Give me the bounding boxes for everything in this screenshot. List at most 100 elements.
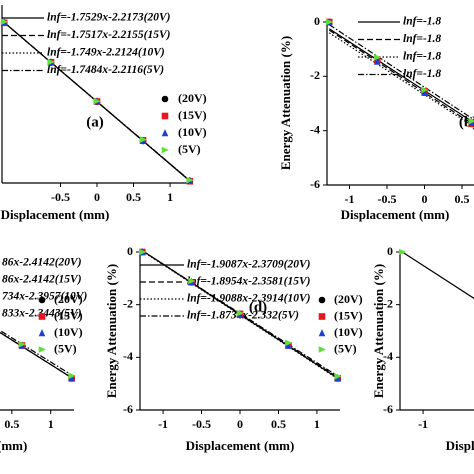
- data-point: [373, 54, 382, 61]
- y-tick-label: -4: [310, 122, 320, 136]
- x-axis-label: Displacement (mm): [446, 438, 474, 453]
- x-tick-label: -1: [418, 417, 428, 431]
- legend-marker: [318, 329, 326, 337]
- legend-label: 86x-2.4142(20V): [2, 257, 82, 269]
- legend-label: (5V): [334, 341, 357, 355]
- data-point: [421, 88, 428, 96]
- y-axis-label: Energy Attenuation (%): [104, 264, 119, 398]
- y-tick-label: -4: [383, 349, 393, 363]
- panel: -1 -0.5 0 0.5 0 -2 -4 -6 Displacement (mm) Energy…: [278, 14, 474, 222]
- data-point: [139, 136, 147, 143]
- y-tick-label: -4: [123, 349, 133, 363]
- fit-line: [328, 24, 474, 121]
- x-tick-label: 0.5: [271, 417, 286, 431]
- legend-label: (20V): [54, 292, 83, 306]
- data-point: [0, 18, 9, 26]
- y-tick-label: -6: [123, 402, 133, 416]
- x-tick-label: -0.5: [192, 417, 211, 431]
- data-point: [334, 372, 342, 380]
- legend-label: (20V): [178, 91, 207, 105]
- fit-line: [3, 22, 191, 182]
- y-tick-label: -6: [310, 177, 320, 191]
- legend-marker: [38, 296, 46, 304]
- y-tick-label: 0: [127, 244, 133, 258]
- y-tick-label: -2: [310, 68, 320, 82]
- panel: -1 0 -2 -4 -6 Displacement (mm) Energy Attenua…: [371, 244, 474, 453]
- panel: 0.5 1 Displacement (mm) 86x-2.4142(20V) 86x-…: [0, 257, 87, 453]
- legend-label: (15V): [334, 308, 363, 322]
- legend-label: lnf=-1.8: [403, 16, 441, 28]
- fit-line: [401, 251, 474, 300]
- data-point: [188, 277, 196, 285]
- legend-label: (5V): [54, 341, 77, 355]
- data-point: [186, 176, 194, 184]
- x-axis-label: Displacement (mm): [341, 207, 450, 222]
- data-point: [93, 97, 101, 105]
- fit-line: [328, 32, 474, 128]
- legend-marker: [318, 296, 326, 304]
- panel: -0.5 0 0.5 1 Displacement (mm) (a) lnf=-1.7529…: [1, 5, 207, 222]
- x-axis-label: Displacement (mm): [186, 438, 295, 453]
- data-point: [285, 341, 292, 349]
- legend-label: (10V): [54, 325, 83, 339]
- legend-label: lnf=-1.8954x-2.3581(15V): [187, 276, 311, 288]
- data-point: [468, 117, 474, 125]
- x-tick-label: 1: [167, 190, 173, 204]
- x-tick-label: 1: [48, 417, 54, 431]
- x-tick-label: -1: [158, 417, 168, 431]
- x-tick-label: 0: [422, 192, 428, 206]
- y-tick-label: -2: [383, 296, 393, 310]
- y-tick-label: -6: [383, 402, 393, 416]
- data-point: [236, 309, 244, 317]
- legend-label: lnf=-1.7517x-2.2155(15V): [47, 29, 171, 41]
- legend-label: lnf=-1.7484x-2.2116(5V): [47, 64, 164, 76]
- legend-label: (15V): [54, 308, 83, 322]
- x-tick-label: 0.5: [4, 417, 19, 431]
- legend-marker: [318, 346, 326, 353]
- legend-label: 734x-2.3957(10V): [2, 291, 87, 303]
- legend-label: lnf=-1.9087x-2.3709(20V): [187, 259, 311, 271]
- x-tick-label: 1: [314, 417, 320, 431]
- x-tick-label: -1: [345, 192, 355, 206]
- legend-label: (5V): [178, 142, 201, 156]
- legend-label: (20V): [334, 292, 363, 306]
- x-tick-label: -0.5: [51, 190, 70, 204]
- legend-marker: [161, 95, 169, 103]
- legend-label: lnf=-1.8: [403, 68, 441, 80]
- y-axis-label: Energy Attenuation (%): [278, 36, 293, 170]
- x-tick-label: 0: [237, 417, 243, 431]
- panel-label: (d): [249, 299, 267, 315]
- legend-label: 86x-2.4142(15V): [2, 274, 82, 286]
- legend-marker: [318, 313, 326, 320]
- legend-label: lnf=-1.749x-2.2124(10V): [47, 47, 165, 59]
- y-tick-label: -2: [123, 296, 133, 310]
- data-point: [68, 373, 75, 382]
- data-point: [47, 58, 55, 66]
- data-point: [373, 57, 381, 65]
- data-point: [399, 248, 407, 256]
- legend-marker: [161, 129, 169, 137]
- legend-label: (10V): [178, 125, 207, 139]
- x-tick-label: 0.5: [126, 190, 141, 204]
- x-axis-label: Displacement (mm): [0, 438, 27, 453]
- y-axis-label: Energy Attenuation (%): [371, 264, 386, 398]
- legend-label: lnf=-1.7529x-2.2173(20V): [47, 12, 171, 24]
- x-axis-label: Displacement (mm): [1, 207, 110, 222]
- data-point: [68, 372, 76, 380]
- legend-label: lnf=-1.9088x-2.3914(10V): [187, 293, 311, 305]
- legend-marker: [161, 146, 169, 154]
- x-tick-label: -0.5: [378, 192, 397, 206]
- legend-marker: [38, 313, 46, 320]
- fit-line: [0, 331, 72, 379]
- panel: -1 -0.5 0 0.5 1 0 -2 -4 -6 Displacement (mm) Energ…: [104, 244, 363, 453]
- fit-line: [328, 29, 474, 126]
- data-point: [285, 339, 293, 347]
- data-point: [421, 86, 429, 94]
- legend-label: (15V): [178, 108, 207, 122]
- data-point: [325, 18, 334, 26]
- legend-label: lnf=-1.8: [403, 51, 441, 63]
- legend-marker: [38, 329, 46, 337]
- x-tick-label: 0: [94, 190, 100, 204]
- y-tick-label: 0: [387, 244, 393, 258]
